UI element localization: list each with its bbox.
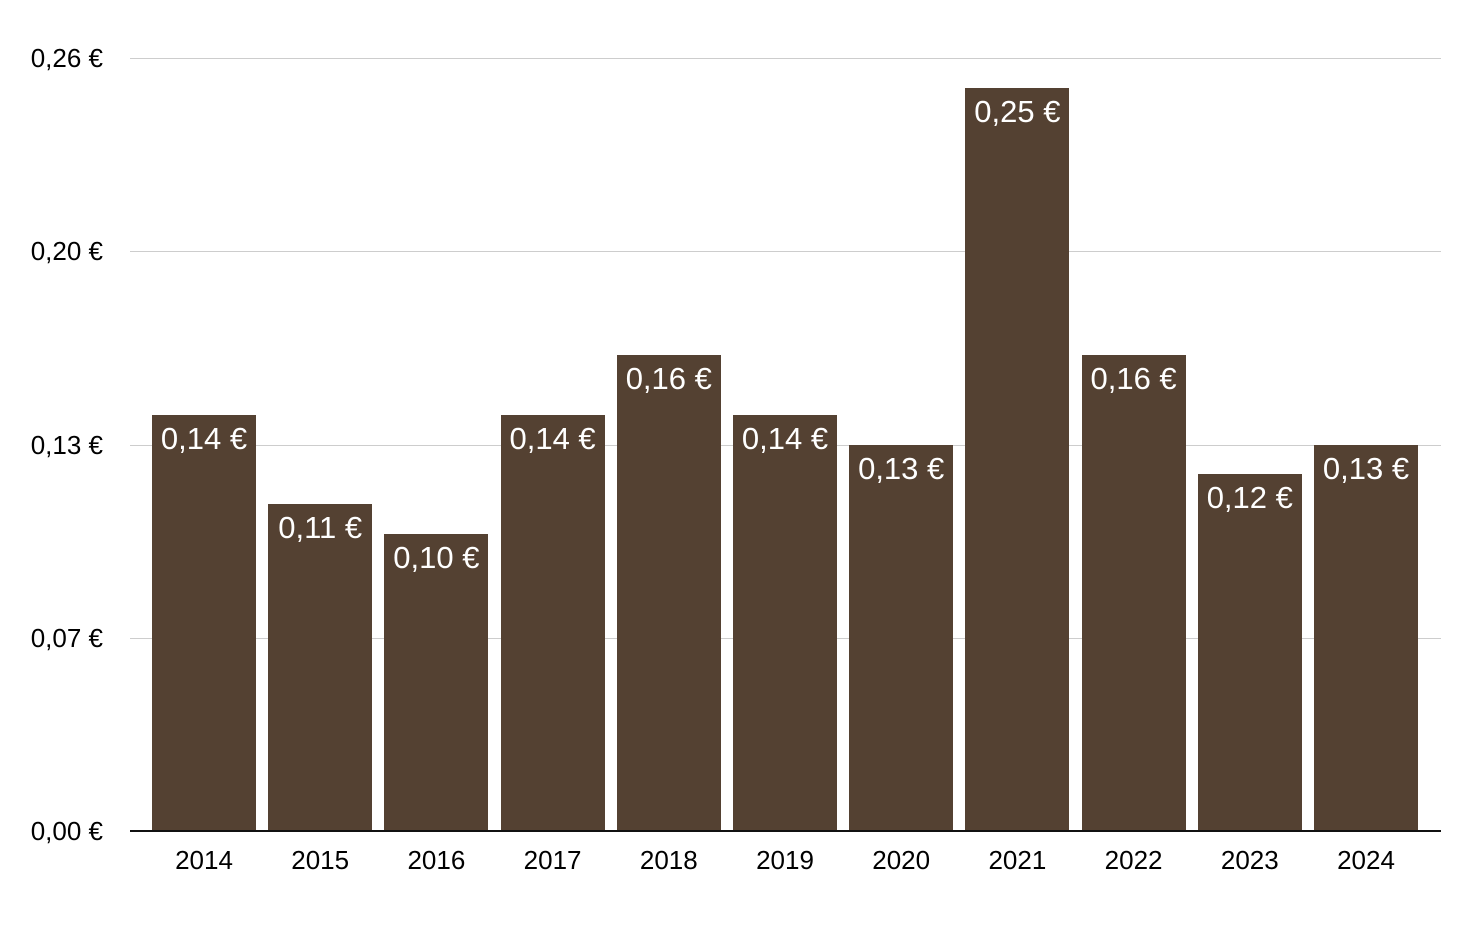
y-tick-label: 0,13 € [30,429,103,460]
bar-value-label: 0,25 € [974,93,1061,129]
bar-value-label: 0,16 € [1090,361,1177,397]
bar-value-label: 0,14 € [160,420,248,456]
bar-value-label: 0,13 € [1322,450,1410,486]
bar-2017: 0,14 € [500,414,605,831]
bar-value-label: 0,13 € [858,450,945,486]
bar-2021: 0,25 € [965,87,1070,831]
bar-2018: 0,16 € [616,355,721,831]
bar-2014: 0,14 € [152,414,256,831]
bar-value-label: 0,12 € [1206,480,1293,516]
x-tick-label: 2017 [523,845,582,875]
y-tick-label: 0,00 € [30,816,103,846]
x-tick-label: 2016 [407,845,466,875]
bar-value-label: 0,16 € [625,361,712,397]
bar-value-label: 0,11 € [278,509,363,545]
y-tick-label: 0,26 € [30,43,103,73]
gridline [130,58,1441,59]
gridline [130,251,1441,253]
bar-2015: 0,11 € [268,503,373,831]
bar-2023: 0,12 € [1197,474,1302,831]
y-tick-label: 0,20 € [30,236,103,267]
bar-value-label: 0,14 € [509,420,596,456]
bar-2019: 0,14 € [733,414,837,831]
bar-2016: 0,10 € [384,533,489,831]
x-tick-label: 2014 [175,845,233,875]
bar-value-label: 0,14 € [741,420,829,456]
x-tick-label: 2023 [1220,845,1279,875]
x-tick-label: 2018 [639,845,698,875]
x-tick-label: 2021 [988,845,1047,875]
x-tick-label: 2022 [1104,845,1163,875]
bar-2022: 0,16 € [1081,355,1186,831]
x-axis-line [130,830,1441,832]
x-tick-label: 2019 [756,845,814,875]
x-tick-label: 2024 [1337,845,1395,875]
y-tick-label: 0,07 € [30,622,103,653]
x-tick-label: 2020 [872,845,931,875]
x-tick-label: 2015 [291,845,350,875]
bar-2020: 0,13 € [849,444,954,831]
bar-value-label: 0,10 € [393,539,480,575]
bar-2024: 0,13 € [1314,444,1418,831]
